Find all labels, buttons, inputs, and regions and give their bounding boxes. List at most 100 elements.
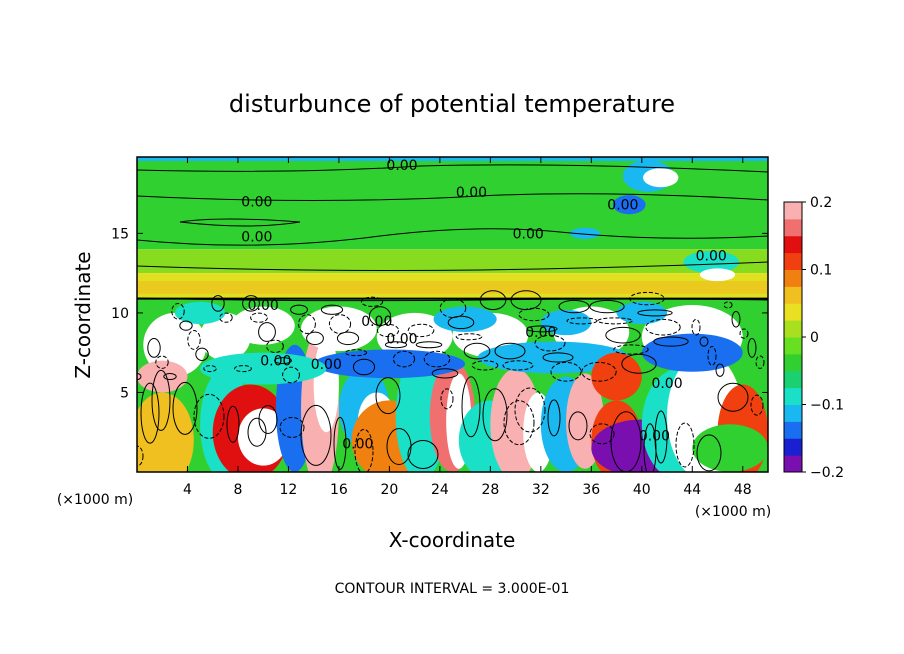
colorbar-swatch xyxy=(784,438,802,456)
x-tick-label: 44 xyxy=(683,482,701,498)
field-patch xyxy=(540,309,592,336)
contour-line xyxy=(155,355,169,369)
field-patch xyxy=(231,306,295,345)
contour-line xyxy=(279,416,305,438)
contour-label: 0.00 xyxy=(241,230,272,246)
field-patch xyxy=(616,301,668,325)
contour-line xyxy=(502,360,534,371)
contour-line xyxy=(137,228,768,246)
contour-line xyxy=(226,405,240,443)
field-patch xyxy=(137,360,188,393)
field-patch xyxy=(313,349,466,379)
contour-line xyxy=(503,400,535,446)
colorbar-swatch xyxy=(784,235,802,254)
contour-line xyxy=(336,331,360,346)
contour-line xyxy=(219,312,233,323)
contour-line xyxy=(645,318,681,336)
contour-line xyxy=(368,306,392,326)
x-axis-label: X-coordinate xyxy=(389,528,516,552)
colorbar-swatch xyxy=(784,218,802,237)
contour-line xyxy=(568,411,588,441)
colorbar-swatch xyxy=(784,269,802,287)
colorbar-tick-label: 0.2 xyxy=(810,195,832,211)
field-patch xyxy=(313,336,339,433)
contour-line xyxy=(471,360,499,371)
contour-line xyxy=(455,333,483,341)
contour-line xyxy=(589,299,625,314)
x-tick-label: 8 xyxy=(233,482,242,498)
contour-line xyxy=(147,338,161,358)
contour-line xyxy=(266,339,284,354)
contour-line xyxy=(333,416,347,470)
field-patch xyxy=(683,250,739,274)
contour-line xyxy=(653,336,689,347)
contour-line xyxy=(415,341,443,349)
contour-label: 0.00 xyxy=(607,198,638,214)
contour-line xyxy=(247,417,267,447)
y-axis: 5 10 15 xyxy=(111,226,768,401)
colorbar-tick-label: −0.1 xyxy=(810,398,844,414)
contour-line xyxy=(613,344,649,355)
x-tick-label: 12 xyxy=(280,482,298,498)
contour-line xyxy=(731,310,741,328)
colorbar-tick-label: 0.1 xyxy=(810,263,832,279)
field-patch xyxy=(699,268,736,282)
contour-line xyxy=(384,341,408,349)
colorbar-swatch xyxy=(784,286,802,304)
contour-line xyxy=(187,330,201,350)
contour-line xyxy=(526,325,558,333)
contour-line xyxy=(320,304,344,315)
contour-line xyxy=(258,405,278,434)
contour-line xyxy=(282,366,300,384)
contour-line xyxy=(675,422,695,468)
contour-line xyxy=(605,326,641,344)
contour-line xyxy=(137,193,768,201)
contour-label: 0.00 xyxy=(639,428,670,444)
field-patch xyxy=(641,333,743,372)
contour-line xyxy=(193,393,225,439)
contour-line xyxy=(707,345,717,366)
contour-line xyxy=(407,440,439,469)
contour-label: 0.00 xyxy=(342,436,373,452)
layer-warm-core xyxy=(137,281,768,294)
x-tick-label: 20 xyxy=(380,482,398,498)
contour-line xyxy=(547,399,561,437)
contour-lines xyxy=(137,164,768,472)
contour-line xyxy=(643,423,657,472)
contour-label: 0.00 xyxy=(361,314,392,330)
contour-line xyxy=(195,347,209,361)
layer-mid xyxy=(137,249,768,274)
contour-line xyxy=(494,342,526,360)
x-tick-label: 28 xyxy=(481,482,499,498)
contour-line xyxy=(439,298,467,319)
contour-line xyxy=(151,369,171,431)
x-tick-label: 4 xyxy=(183,482,192,498)
y-tick-label: 10 xyxy=(111,306,129,322)
contour-line xyxy=(352,358,376,376)
contour-label: 0.00 xyxy=(260,354,291,370)
contour-line xyxy=(258,322,276,342)
contour-line xyxy=(392,350,416,368)
contour-line xyxy=(739,328,749,339)
contour-line xyxy=(550,361,582,382)
field-patch xyxy=(477,341,630,374)
contour-interval-note: CONTOUR INTERVAL = 3.000E-01 xyxy=(335,581,570,597)
colorbar-swatch xyxy=(784,337,802,355)
contour-line xyxy=(755,355,765,369)
contour-line xyxy=(211,295,225,312)
field-patch xyxy=(376,312,453,361)
colorbar-tick-label: −0.2 xyxy=(810,465,844,481)
contour-line xyxy=(423,350,451,368)
contour-label: 0.00 xyxy=(525,325,556,341)
x-tick-label: 24 xyxy=(431,482,449,498)
contour-label: 0.00 xyxy=(456,185,487,201)
contour-line xyxy=(510,290,542,311)
contour-line xyxy=(514,387,546,433)
contour-line xyxy=(179,320,193,331)
field-patch xyxy=(612,195,646,215)
contour-line xyxy=(274,357,292,365)
field-patch xyxy=(591,352,642,401)
contour-line xyxy=(242,295,260,312)
contour-line xyxy=(137,261,768,271)
